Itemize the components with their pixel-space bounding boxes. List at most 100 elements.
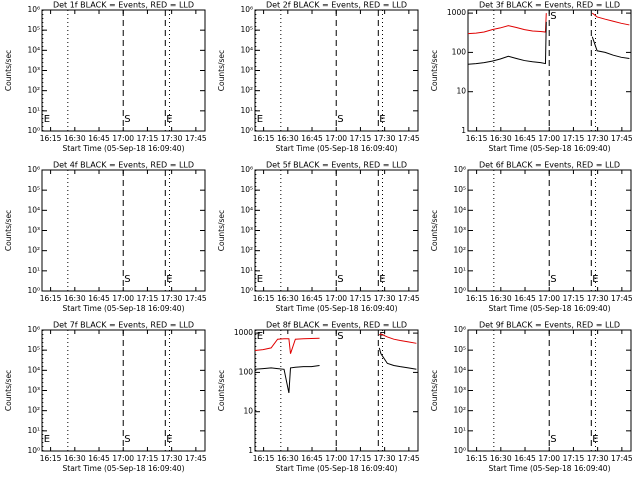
panel-title: Det 7f BLACK = Events, RED = LLD [53,321,194,330]
y-tick-label: 10¹ [27,426,40,435]
event-label: E [379,274,385,285]
x-axis-label: Start Time (05-Sep-18 16:09:40) [63,464,185,473]
y-tick-label: 10⁴ [453,365,466,374]
panel: Det 4f BLACK = Events, RED = LLD Start Ti… [4,161,207,314]
event-label: S [337,331,343,342]
y-tick-label: 10⁴ [453,205,466,214]
y-tick-label: 10² [27,246,40,255]
event-label: E [257,331,263,342]
y-tick-label: 10⁰ [27,286,40,295]
y-axis-label: Counts/sec [217,210,226,251]
panel-title: Det 4f BLACK = Events, RED = LLD [53,161,194,170]
y-tick-label: 10³ [240,66,253,75]
y-tick-label: 10⁵ [27,185,40,194]
x-tick-label: 17:45 [185,454,207,463]
y-axis-label: Counts/sec [430,370,439,411]
x-tick-label: 16:30 [277,134,299,143]
x-tick-label: 17:00 [112,134,134,143]
y-tick-label: 10⁰ [453,446,466,455]
y-tick-label: 10² [453,246,466,255]
x-tick-label: 17:30 [161,134,183,143]
event-label: E [592,274,598,285]
x-tick-label: 16:45 [301,134,323,143]
x-tick-label: 17:15 [563,454,585,463]
panel: Det 3f BLACK = Events, RED = LLD Start Ti… [430,1,633,154]
x-tick-label: 16:15 [253,454,275,463]
y-tick-label: 100 [452,47,467,56]
panel: Det 7f BLACK = Events, RED = LLD Start Ti… [4,321,207,474]
y-tick-label: 10⁵ [27,345,40,354]
x-tick-label: 16:15 [40,134,62,143]
x-tick-label: 16:30 [64,134,86,143]
panel: Det 9f BLACK = Events, RED = LLD Start Ti… [430,321,633,474]
y-tick-label: 10² [27,86,40,95]
y-tick-label: 10⁵ [27,25,40,34]
x-tick-label: 17:30 [161,294,183,303]
x-tick-label: 17:00 [538,294,560,303]
panel: Det 1f BLACK = Events, RED = LLD Start Ti… [4,1,207,154]
x-tick-label: 16:15 [40,454,62,463]
x-axis-label: Start Time (05-Sep-18 16:09:40) [276,144,398,153]
x-tick-label: 16:30 [64,454,86,463]
event-label: E [379,331,385,342]
y-axis-label: Counts/sec [4,370,13,411]
x-tick-label: 17:00 [112,294,134,303]
y-tick-label: 10 [243,407,253,416]
y-tick-label: 10¹ [27,106,40,115]
y-tick-label: 10¹ [240,106,253,115]
event-label: E [44,114,50,125]
y-tick-label: 1 [248,446,253,455]
panel-title: Det 9f BLACK = Events, RED = LLD [479,321,620,330]
y-tick-label: 10⁴ [27,365,40,374]
x-tick-label: 17:30 [374,134,396,143]
x-tick-label: 16:45 [88,134,110,143]
panel-title: Det 3f BLACK = Events, RED = LLD [479,1,620,10]
event-label: S [124,434,130,445]
event-label: E [166,114,172,125]
x-axis-label: Start Time (05-Sep-18 16:09:40) [489,464,611,473]
x-tick-label: 17:30 [587,294,609,303]
y-tick-label: 10² [240,86,253,95]
x-tick-label: 16:15 [253,294,275,303]
y-tick-label: 10³ [27,226,40,235]
x-tick-label: 17:15 [137,134,159,143]
x-tick-label: 17:15 [350,294,372,303]
x-tick-label: 16:15 [466,454,488,463]
panel: Det 5f BLACK = Events, RED = LLD Start Ti… [217,161,420,314]
x-tick-label: 17:15 [137,294,159,303]
y-tick-label: 10⁴ [240,45,253,54]
y-tick-label: 10 [456,87,466,96]
y-axis-label: Counts/sec [430,210,439,251]
y-tick-label: 1 [461,126,466,135]
x-tick-label: 17:00 [325,134,347,143]
y-tick-label: 10³ [27,66,40,75]
series-line [467,21,630,65]
x-tick-label: 17:00 [538,134,560,143]
panel: Det 2f BLACK = Events, RED = LLD Start Ti… [217,1,420,154]
y-tick-label: 10¹ [453,426,466,435]
x-tick-label: 16:15 [253,134,275,143]
x-tick-label: 17:00 [325,454,347,463]
y-tick-label: 10⁶ [453,325,466,334]
y-tick-label: 10⁶ [27,325,40,334]
x-tick-label: 16:30 [277,454,299,463]
event-label: S [124,114,130,125]
y-tick-label: 100 [239,367,254,376]
y-tick-label: 10⁴ [27,45,40,54]
x-axis-label: Start Time (05-Sep-18 16:09:40) [63,144,185,153]
series-line [254,333,417,354]
y-axis-label: Counts/sec [217,50,226,91]
y-tick-label: 10⁴ [27,205,40,214]
event-label: S [550,274,556,285]
x-tick-label: 17:00 [325,294,347,303]
y-axis-label: Counts/sec [4,210,13,251]
x-tick-label: 17:30 [374,294,396,303]
x-tick-label: 16:30 [490,454,512,463]
event-label: E [166,274,172,285]
panel: Det 6f BLACK = Events, RED = LLD Start Ti… [430,161,633,314]
panel-title: Det 2f BLACK = Events, RED = LLD [266,1,407,10]
y-tick-label: 1000 [234,328,253,337]
event-label: E [257,274,263,285]
x-tick-label: 17:45 [398,294,420,303]
